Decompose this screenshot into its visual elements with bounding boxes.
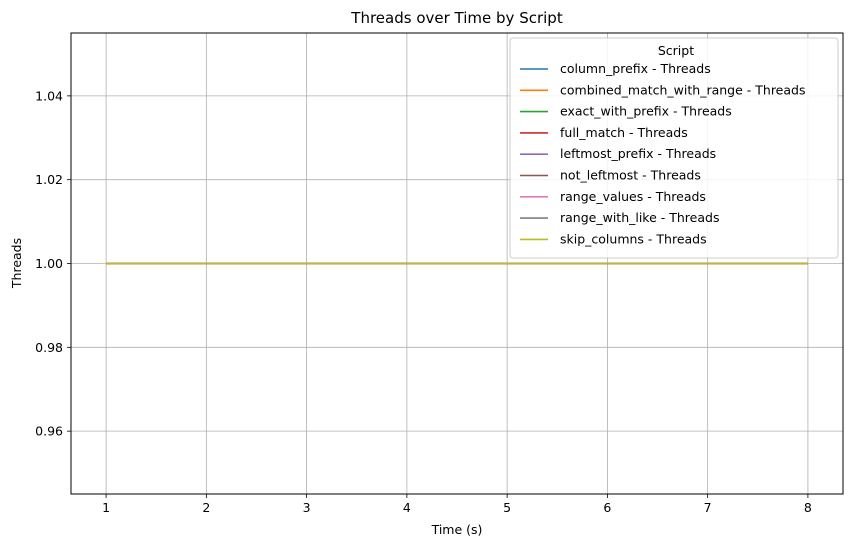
legend-entry: leftmost_prefix - Threads	[560, 146, 716, 161]
x-tick-label: 6	[603, 500, 611, 515]
x-tick-label: 3	[303, 500, 311, 515]
legend-entry: combined_match_with_range - Threads	[560, 82, 805, 97]
legend: Script column_prefix - Threads combined_m…	[509, 37, 839, 259]
x-tick-label: 2	[202, 500, 210, 515]
y-tick-label: 1.02	[35, 172, 63, 187]
y-tick-label: 1.04	[35, 88, 63, 103]
x-tick-label: 7	[704, 500, 712, 515]
legend-entry: column_prefix - Threads	[560, 61, 711, 76]
legend-entry: not_leftmost - Threads	[560, 168, 701, 183]
legend-entry: range_values - Threads	[560, 189, 706, 204]
y-tick-label: 0.96	[35, 424, 63, 439]
y-axis-ticks: 0.96 0.98 1.00 1.02 1.04	[35, 88, 71, 439]
legend-entry: full_match - Threads	[560, 125, 688, 140]
y-tick-label: 0.98	[35, 340, 63, 355]
x-axis-ticks: 1 2 3 4 5 6 7 8	[102, 494, 812, 515]
y-tick-label: 1.00	[35, 256, 63, 271]
x-tick-label: 1	[102, 500, 110, 515]
legend-entry: exact_with_prefix - Threads	[560, 104, 732, 119]
x-axis-label: Time (s)	[431, 522, 483, 537]
y-axis-label: Threads	[9, 238, 24, 289]
chart-title: Threads over Time by Script	[350, 9, 563, 27]
x-tick-label: 8	[804, 500, 812, 515]
x-tick-label: 4	[403, 500, 411, 515]
x-tick-label: 5	[503, 500, 511, 515]
legend-entry: skip_columns - Threads	[560, 231, 707, 246]
legend-entry: range_with_like - Threads	[560, 210, 719, 225]
legend-title: Script	[658, 43, 694, 58]
legend-items: column_prefix - Threads combined_match_wi…	[520, 61, 805, 246]
legend-box	[509, 37, 839, 259]
